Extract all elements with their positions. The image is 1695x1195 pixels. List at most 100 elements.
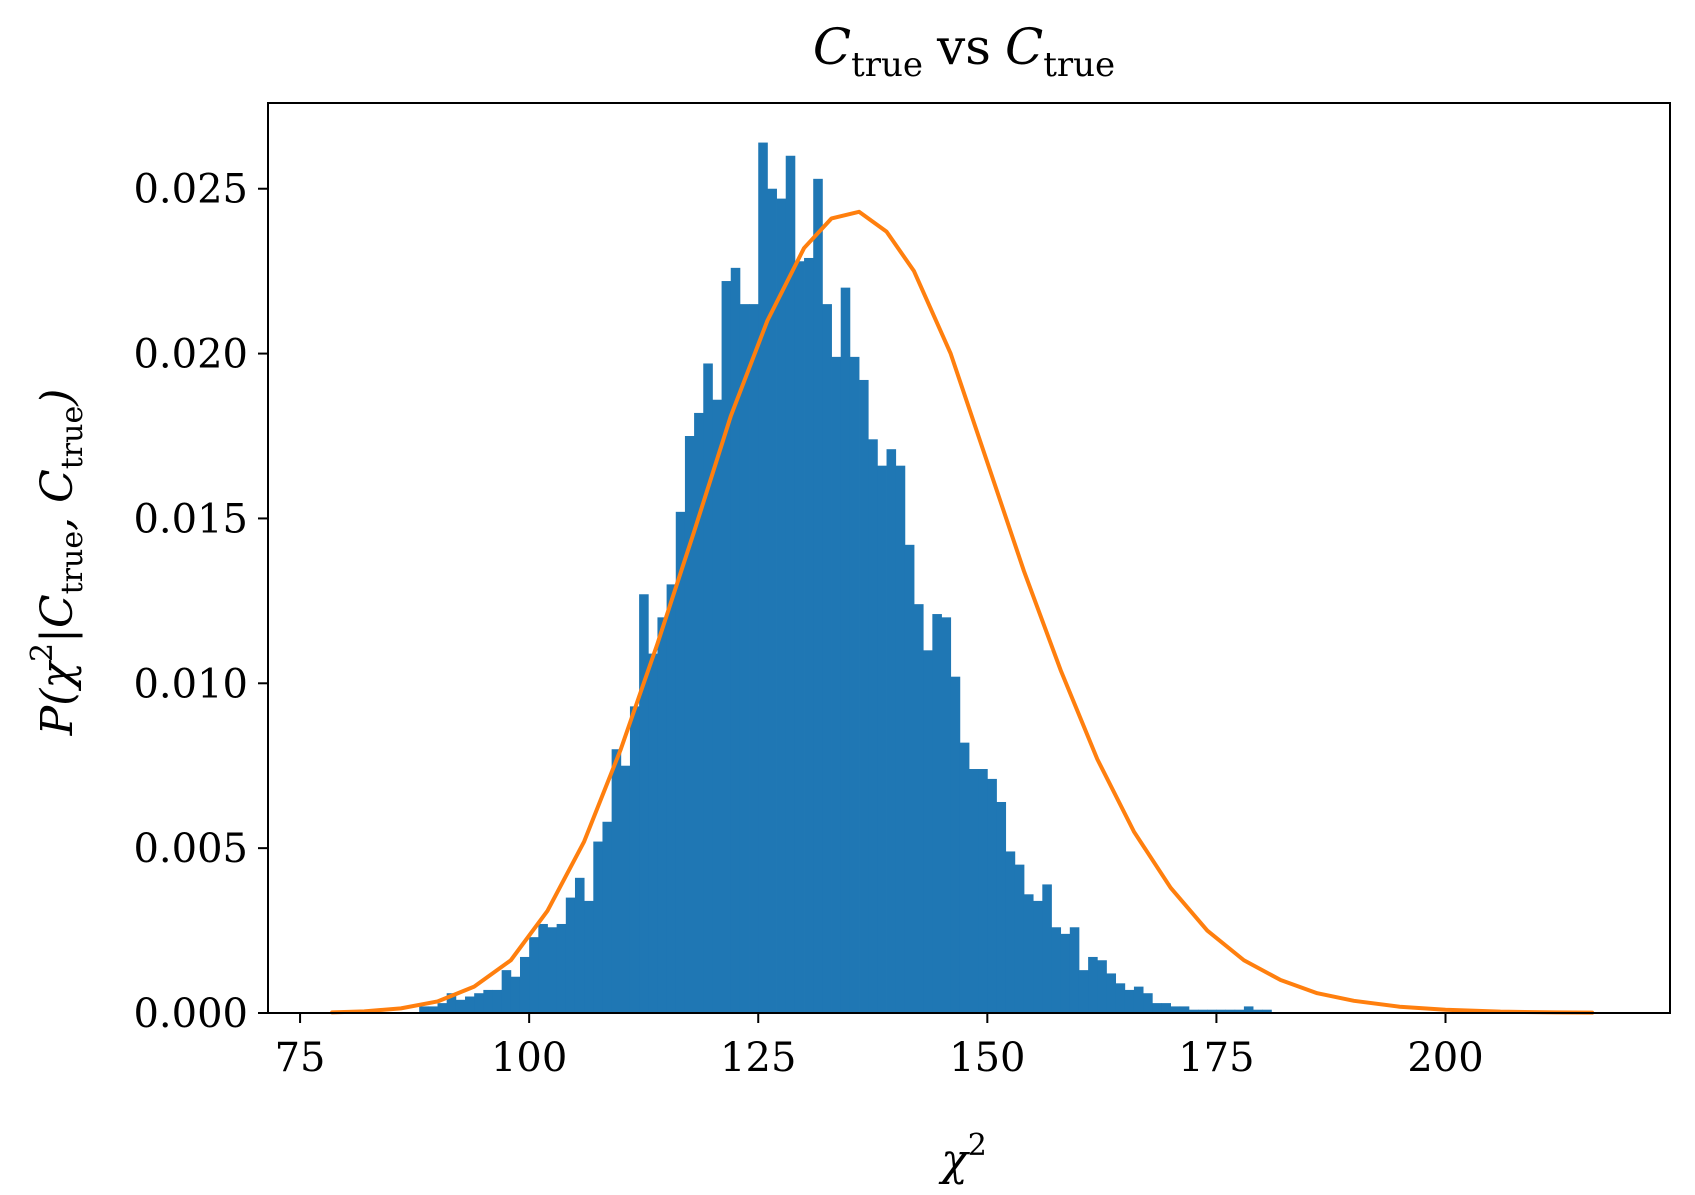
histogram-bar — [1179, 1006, 1190, 1013]
histogram-bar — [684, 436, 695, 1014]
histogram-bar — [501, 970, 512, 1013]
y-axis-label-second-symbol: , C — [32, 469, 83, 531]
x-tick-label: 100 — [491, 1035, 567, 1081]
histogram-bar — [1207, 1009, 1217, 1013]
histogram-bar — [492, 989, 503, 1013]
histogram-bar — [419, 1006, 429, 1013]
histogram-bar — [996, 801, 1007, 1013]
histogram-bar — [1124, 989, 1135, 1013]
histogram-bars — [419, 142, 1272, 1014]
histogram-bar — [1005, 851, 1016, 1013]
y-axis-label-subscript-2: true — [55, 406, 90, 469]
histogram-bar — [593, 841, 603, 1013]
histogram-bar — [767, 188, 777, 1014]
title-symbol-left: C — [813, 18, 851, 76]
histogram-bar — [538, 923, 548, 1013]
histogram-bar — [978, 769, 988, 1013]
histogram-bar — [474, 993, 484, 1013]
histogram-bar — [1198, 1009, 1208, 1013]
histogram-bar — [446, 993, 457, 1013]
histogram-bar — [611, 749, 622, 1013]
histogram-bar — [565, 897, 576, 1013]
histogram-bar — [868, 439, 878, 1014]
histogram-bar — [648, 653, 658, 1013]
histogram-bar — [519, 956, 530, 1013]
histogram-bar — [776, 198, 787, 1013]
histogram-bar — [602, 821, 613, 1013]
x-axis-label: χ2 — [938, 1128, 987, 1186]
histogram-bar — [547, 927, 558, 1013]
title-symbol-right: C — [1005, 18, 1043, 76]
histogram-bar — [1161, 1003, 1171, 1013]
histogram-bar — [987, 778, 997, 1013]
histogram-bar — [703, 363, 713, 1013]
histogram-bar — [886, 449, 897, 1013]
histogram-bar — [877, 465, 887, 1013]
y-axis-label-open: P(χ — [32, 660, 83, 737]
x-tick-label: 200 — [1407, 1035, 1483, 1081]
histogram-bar — [721, 281, 732, 1014]
y-tick-label: 0.025 — [133, 167, 248, 213]
histogram-bar — [804, 257, 814, 1014]
histogram-bar — [785, 155, 796, 1014]
y-axis-label-given: |C — [32, 594, 83, 643]
histogram-bar — [584, 900, 594, 1013]
histogram-bar — [813, 178, 823, 1014]
histogram-bar — [1243, 1006, 1254, 1013]
histogram-bar — [831, 356, 842, 1013]
histogram-bar — [1106, 973, 1117, 1013]
histogram-bar — [712, 399, 722, 1013]
histogram-bar — [629, 706, 640, 1013]
histogram-bar — [840, 287, 851, 1013]
histogram-bar — [657, 617, 668, 1013]
histogram-bar — [1216, 1009, 1226, 1013]
title-subscript-left: true — [851, 45, 923, 85]
histogram-bar — [1115, 983, 1126, 1013]
histogram-bar — [950, 676, 961, 1013]
histogram-bar — [969, 769, 979, 1013]
histogram-bar — [1234, 1009, 1245, 1013]
histogram-bar — [428, 1006, 438, 1013]
histogram-bar — [941, 617, 952, 1013]
fit-curve — [330, 209, 1595, 1015]
y-axis-label-subscript-1: true — [55, 531, 90, 594]
histogram-bar — [749, 304, 759, 1014]
histogram-bar — [639, 594, 649, 1013]
histogram-bar — [904, 544, 915, 1013]
histogram-bar — [1188, 1009, 1199, 1013]
histogram-bar — [1023, 894, 1034, 1013]
y-tick-label: 0.020 — [133, 332, 248, 378]
histogram-bar — [923, 650, 933, 1013]
axes-frame — [267, 102, 1671, 1014]
histogram-bar — [859, 379, 869, 1013]
histogram-bar — [739, 304, 750, 1014]
histogram-bar — [1253, 1009, 1263, 1013]
histogram-bar — [794, 261, 805, 1013]
histogram-bar — [455, 999, 466, 1013]
histogram-bar — [822, 304, 832, 1014]
histogram-bar — [620, 765, 631, 1013]
histogram-bar — [1078, 970, 1089, 1013]
histogram-bar — [694, 412, 704, 1013]
title-middle-word: vs — [936, 18, 991, 76]
histogram-bar — [1225, 1009, 1236, 1013]
histogram-bar — [574, 877, 585, 1013]
histogram-bar — [730, 267, 741, 1013]
histogram-bar — [932, 614, 942, 1013]
histogram-bar — [1143, 993, 1153, 1013]
x-tick-label: 175 — [1178, 1035, 1254, 1081]
histogram-bar — [483, 989, 493, 1013]
histogram-bar — [1088, 956, 1098, 1013]
histogram-bar — [895, 465, 906, 1013]
histogram-bar — [1051, 927, 1062, 1013]
chart-title: Ctrue vs Ctrue — [813, 18, 1115, 85]
y-tick-label: 0.010 — [133, 661, 248, 707]
histogram-bar — [1033, 900, 1043, 1013]
histogram-bar — [758, 142, 768, 1014]
histogram-bar — [1014, 864, 1025, 1013]
y-tick-label: 0.000 — [133, 991, 248, 1037]
histogram-bar — [1170, 1006, 1181, 1013]
histogram-bar — [465, 996, 475, 1013]
